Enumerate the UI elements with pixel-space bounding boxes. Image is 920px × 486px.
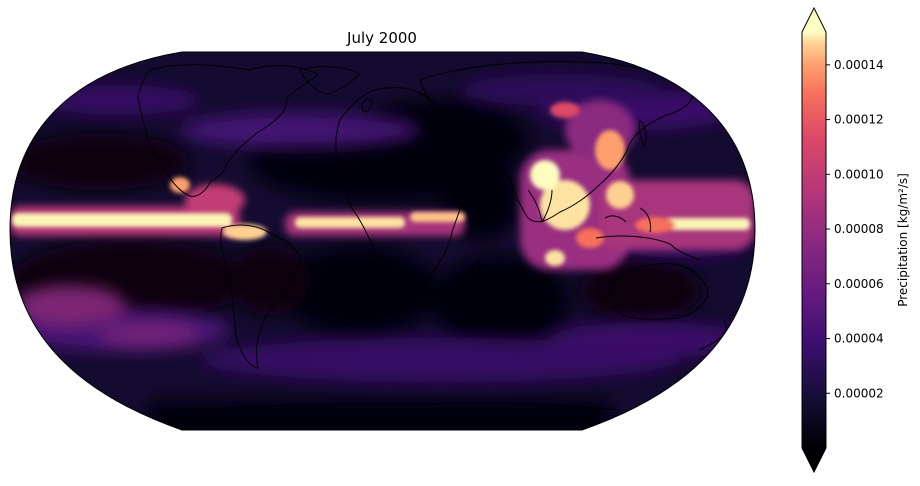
new-zealand-outline <box>699 319 727 351</box>
colorbar-tick-label: 0.00014 <box>834 58 884 72</box>
colorbar-border <box>801 6 827 474</box>
storm-tracks-layer <box>10 74 750 382</box>
colorbar-tick-label: 0.00004 <box>834 332 884 346</box>
colorbar-tick-label: 0.00008 <box>834 222 884 236</box>
greenland-outline <box>299 66 361 95</box>
colorbar-gradient <box>802 32 826 448</box>
madagascar-outline <box>468 260 481 282</box>
antarctica-outline <box>159 402 621 415</box>
itcz-core <box>12 102 750 266</box>
colorbar-extend-max <box>802 8 826 32</box>
globe-border <box>9 51 756 431</box>
map-title: July 2000 <box>347 29 417 47</box>
asia-outline <box>419 61 694 223</box>
precipitation-map <box>9 51 756 431</box>
japan-outline <box>638 119 647 147</box>
colorbar-ticks: 0.00002 0.00004 0.00006 0.00008 0.00010 0.000… <box>826 58 884 400</box>
colorbar-tick-label: 0.00002 <box>834 386 884 400</box>
colorbar-label: Precipitation [kg/m²/s] <box>896 173 910 307</box>
australia-outline <box>608 263 709 320</box>
indonesia-outline <box>595 207 701 261</box>
colorbar-tick-label: 0.00006 <box>834 277 884 291</box>
colorbar-tick-label: 0.00012 <box>834 113 884 127</box>
colorbar-tick-label: 0.00010 <box>834 167 884 181</box>
south-america-outline <box>220 224 301 369</box>
colorbar: 0.00002 0.00004 0.00006 0.00008 0.00010 0.000… <box>801 6 910 474</box>
indian-subcontinent-outline <box>527 189 553 223</box>
europe-africa-outline <box>335 87 469 302</box>
uk-outline <box>361 98 373 113</box>
north-america-outline <box>137 64 319 197</box>
coastlines <box>137 61 727 415</box>
colorbar-extend-min <box>802 448 826 472</box>
